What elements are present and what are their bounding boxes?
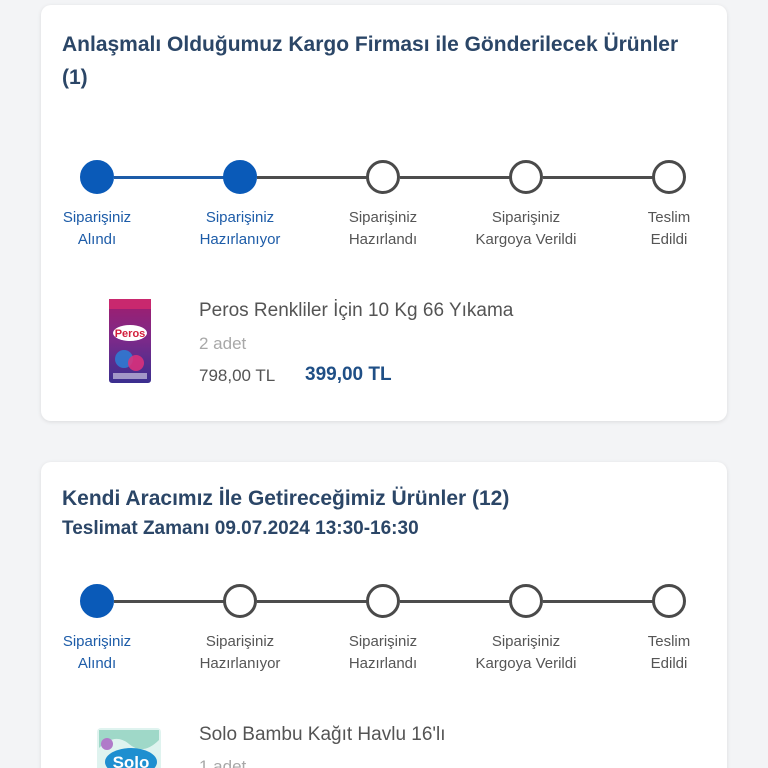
step-dot-shipped xyxy=(509,584,543,618)
step-label-shipped: Siparişiniz Kargoya Verildi xyxy=(475,209,577,248)
step-label-preparing: Siparişiniz Hazırlanıyor xyxy=(199,209,281,248)
step-label-received: Siparişiniz Alındı xyxy=(62,633,132,672)
step-dot-prepared xyxy=(366,160,400,194)
detergent-package-icon[interactable]: Peros xyxy=(107,297,153,385)
step-connector xyxy=(400,600,510,603)
order-card-own-vehicle: Kendi Aracımız İle Getireceğimiz Ürünler… xyxy=(41,462,727,768)
product-quantity: 2 adet xyxy=(199,334,247,353)
step-dot-preparing xyxy=(223,160,257,194)
step-label-shipped: Siparişiniz Kargoya Verildi xyxy=(475,633,577,672)
step-label-prepared: Siparişiniz Hazırlandı xyxy=(348,633,418,672)
step-dot-delivered xyxy=(652,160,686,194)
step-label-prepared: Siparişiniz Hazırlandı xyxy=(348,209,418,248)
step-dot-received xyxy=(80,584,114,618)
order-status-stepper: Siparişiniz Alındı Siparişiniz Hazırlanıyo… xyxy=(41,584,727,684)
step-dot-prepared xyxy=(366,584,400,618)
step-connector xyxy=(114,176,224,179)
step-dot-delivered xyxy=(652,584,686,618)
brand-logo-text: Solo xyxy=(113,753,150,768)
step-dot-received xyxy=(80,160,114,194)
step-connector xyxy=(543,176,653,179)
order-title: Kendi Aracımız İle Getireceğimiz Ürünler… xyxy=(62,487,510,510)
order-status-stepper: Siparişiniz Alındı Siparişiniz Hazırlanıyo… xyxy=(41,160,727,260)
step-dot-preparing xyxy=(223,584,257,618)
step-label-delivered: Teslim Edildi xyxy=(647,633,691,672)
product-name[interactable]: Solo Bambu Kağıt Havlu 16'lı xyxy=(199,724,446,745)
product-quantity: 1 adet xyxy=(199,757,247,768)
step-connector xyxy=(400,176,510,179)
step-dot-shipped xyxy=(509,160,543,194)
product-price: 399,00 TL xyxy=(305,364,392,385)
brand-logo-text: Peros xyxy=(115,328,146,340)
order-title: Anlaşmalı Olduğumuz Kargo Firması ile Gö… xyxy=(62,33,679,89)
order-card-cargo: Anlaşmalı Olduğumuz Kargo Firması ile Gö… xyxy=(41,5,727,421)
paper-towel-package-icon[interactable]: Solo xyxy=(95,726,163,768)
step-connector xyxy=(114,600,224,603)
step-label-preparing: Siparişiniz Hazırlanıyor xyxy=(199,633,281,672)
step-connector xyxy=(257,600,367,603)
step-label-received: Siparişiniz Alındı xyxy=(62,209,132,248)
product-old-price: 798,00 TL xyxy=(199,366,276,385)
product-name[interactable]: Peros Renkliler İçin 10 Kg 66 Yıkama xyxy=(199,300,514,321)
step-connector xyxy=(543,600,653,603)
step-label-delivered: Teslim Edildi xyxy=(647,209,691,248)
step-connector xyxy=(257,176,367,179)
delivery-time: Teslimat Zamanı 09.07.2024 13:30-16:30 xyxy=(62,518,419,539)
